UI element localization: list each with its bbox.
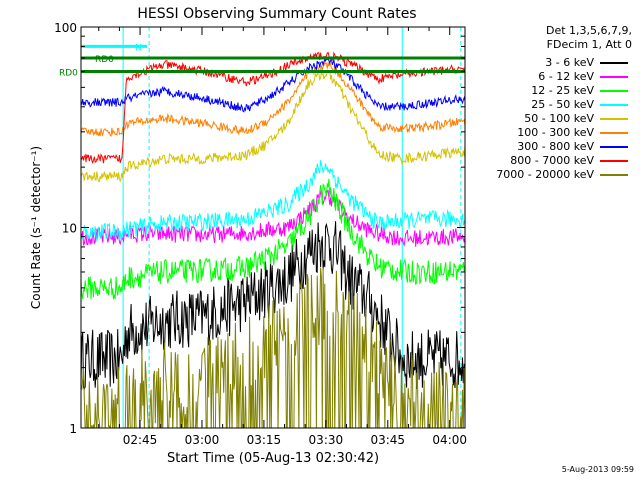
legend-row: 100 - 300 keV [474, 126, 634, 139]
legend-swatch [600, 132, 628, 134]
series-line-1 [81, 189, 465, 247]
series-line-3 [81, 160, 465, 243]
legend-row: 25 - 50 keV [474, 98, 634, 111]
legend-row: 12 - 25 keV [474, 84, 634, 97]
x-axis-label: Start Time (05-Aug-13 02:30:42) [167, 451, 379, 466]
x-tick-label-0: 02:45 [123, 433, 158, 447]
annotation-label-2: N [135, 43, 142, 53]
legend-row: 7000 - 20000 keV [474, 168, 634, 181]
chart-title: HESSI Observing Summary Count Rates [137, 6, 416, 22]
x-tick-label-4: 03:45 [370, 433, 405, 447]
legend-swatch [600, 104, 628, 106]
timestamp-stamp: 5-Aug-2013 09:59 [561, 465, 634, 474]
series-line-5 [81, 60, 465, 138]
legend-row: 3 - 6 keV [474, 56, 634, 69]
annotation-label-0: RD0 [95, 55, 114, 65]
legend-row: 50 - 100 keV [474, 112, 634, 125]
x-tick-label-5: 04:00 [432, 433, 467, 447]
legend-header-line-2: FDecim 1, Att 0 [546, 38, 632, 51]
legend-label: 3 - 6 keV [545, 56, 594, 69]
series-line-4 [81, 69, 465, 183]
y-tick-label-0: 1 [69, 422, 77, 436]
legend-label: 100 - 300 keV [517, 126, 594, 139]
x-tick-label-3: 03:30 [309, 433, 344, 447]
legend-label: 6 - 12 keV [538, 70, 594, 83]
legend-swatch [600, 118, 628, 120]
annotation-label-1: RD0 [59, 68, 78, 78]
legend-label: 25 - 50 keV [531, 98, 594, 111]
legend-swatch [600, 174, 628, 176]
legend-swatch [600, 62, 628, 64]
y-tick-label-2: 100 [54, 21, 77, 35]
legend-swatch [600, 146, 628, 148]
series-line-7 [81, 51, 465, 165]
legend-label: 50 - 100 keV [524, 112, 594, 125]
plot-area [81, 27, 465, 428]
series-line-8 [81, 267, 465, 428]
series-line-2 [81, 178, 465, 300]
legend-swatch [600, 90, 628, 92]
y-axis-label: Count Rate (s⁻¹ detector⁻¹) [29, 146, 43, 309]
legend-label: 12 - 25 keV [531, 84, 594, 97]
x-tick-label-1: 03:00 [185, 433, 220, 447]
legend-row: 6 - 12 keV [474, 70, 634, 83]
legend-label: 800 - 7000 keV [510, 154, 594, 167]
legend-row: 300 - 800 keV [474, 140, 634, 153]
legend-row: 800 - 7000 keV [474, 154, 634, 167]
legend-swatch [600, 160, 628, 162]
legend-header-line-1: Det 1,3,5,6,7,9, [545, 24, 632, 37]
series-line-6 [81, 57, 465, 113]
y-tick-label-1: 10 [62, 222, 77, 236]
legend-label: 7000 - 20000 keV [496, 168, 594, 181]
legend-swatch [600, 76, 628, 78]
legend-label: 300 - 800 keV [517, 140, 594, 153]
x-tick-label-2: 03:15 [247, 433, 282, 447]
